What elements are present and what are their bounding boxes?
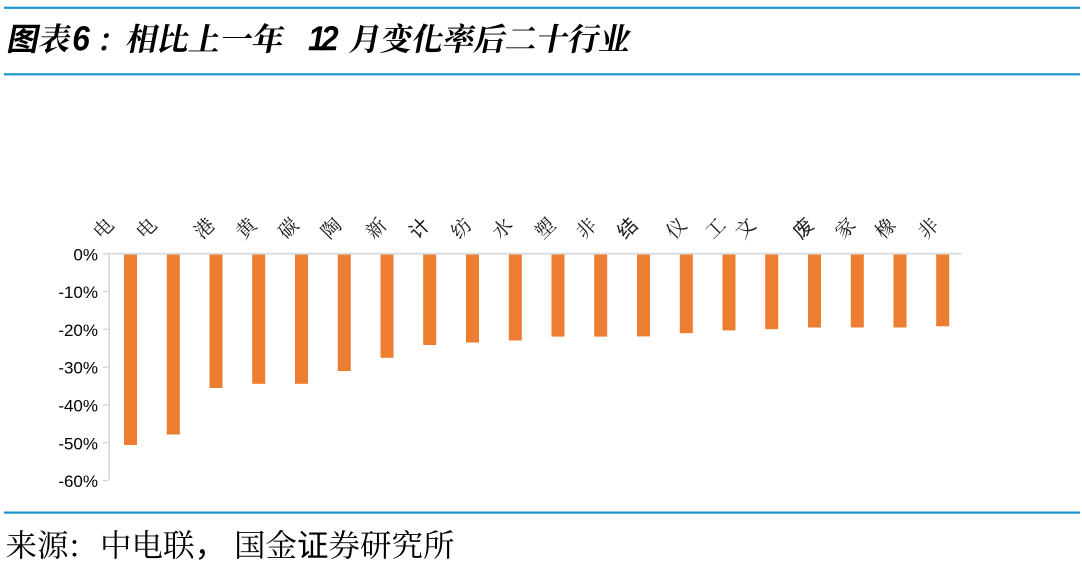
svg-text:0%: 0% [73,245,98,264]
svg-text:-60%: -60% [58,472,98,491]
svg-text:-10%: -10% [58,283,98,302]
svg-text:-20%: -20% [58,321,98,340]
svg-text:-40%: -40% [58,397,98,416]
svg-text:-30%: -30% [58,359,98,378]
svg-text:-50%: -50% [58,434,98,453]
